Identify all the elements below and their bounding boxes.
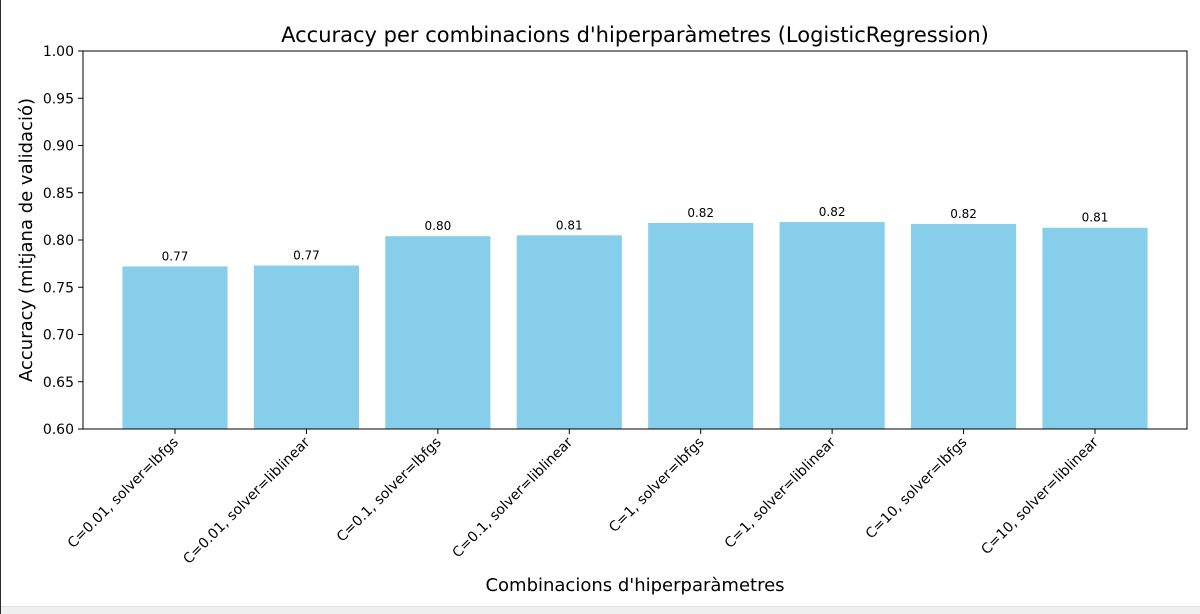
bar-3: [385, 236, 491, 429]
y-tick-label-2: 0.65: [43, 375, 74, 391]
bar-value-label-6: 0.82: [819, 205, 846, 219]
y-tick-label-5: 0.80: [43, 233, 74, 249]
chart-title: Accuracy per combinacions d'hiperparàmet…: [281, 23, 989, 47]
bar-7: [911, 223, 1017, 429]
bar-8: [1042, 227, 1148, 429]
y-tick-label-1: 0.60: [43, 422, 74, 438]
bar-value-label-7: 0.82: [950, 207, 977, 221]
x-axis-label: Combinacions d'hiperparàmetres: [485, 575, 784, 596]
bar-value-label-8: 0.81: [1082, 211, 1109, 225]
bar-value-label-3: 0.80: [425, 219, 452, 233]
y-tick-label-9: 1.00: [43, 44, 74, 60]
bar-5: [648, 222, 754, 429]
bar-value-label-1: 0.77: [162, 249, 189, 263]
bar-value-label-2: 0.77: [293, 249, 320, 263]
y-tick-label-8: 0.95: [43, 91, 74, 107]
y-tick-label-7: 0.90: [43, 139, 74, 155]
y-tick-label-3: 0.70: [43, 328, 74, 344]
axes-frame: [82, 50, 1188, 430]
bar-6: [779, 222, 885, 429]
window-status-strip: [1, 606, 1200, 614]
y-tick-label-6: 0.85: [43, 186, 74, 202]
bar-4: [516, 235, 622, 429]
bar-1: [122, 266, 228, 429]
y-tick-label-4: 0.75: [43, 280, 74, 296]
y-axis-label: Accuracy (mitjana de validació): [16, 98, 37, 382]
bar-2: [253, 265, 359, 429]
bar-value-label-4: 0.81: [556, 218, 583, 232]
bar-value-label-5: 0.82: [687, 206, 714, 220]
